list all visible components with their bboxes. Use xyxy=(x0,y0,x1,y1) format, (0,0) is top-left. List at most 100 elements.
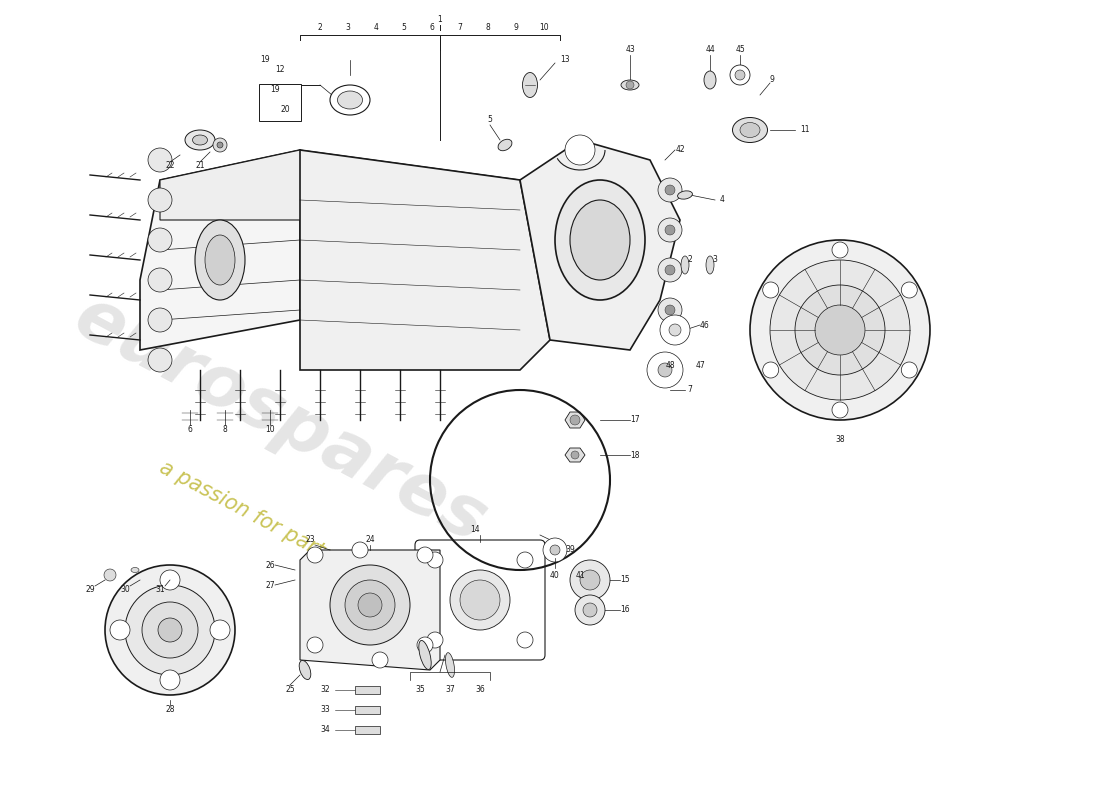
Text: 18: 18 xyxy=(630,450,639,459)
Ellipse shape xyxy=(131,567,139,573)
Text: 42: 42 xyxy=(675,146,685,154)
Circle shape xyxy=(901,362,917,378)
Text: 2: 2 xyxy=(318,22,322,31)
Text: 30: 30 xyxy=(120,586,130,594)
Circle shape xyxy=(148,228,172,252)
Circle shape xyxy=(832,242,848,258)
Text: 24: 24 xyxy=(365,535,375,545)
Circle shape xyxy=(110,620,130,640)
Circle shape xyxy=(762,362,779,378)
Circle shape xyxy=(666,225,675,235)
Circle shape xyxy=(571,451,579,459)
Text: 43: 43 xyxy=(625,46,635,54)
Bar xyxy=(355,686,380,694)
Text: 17: 17 xyxy=(630,415,639,425)
Ellipse shape xyxy=(330,85,370,115)
Ellipse shape xyxy=(706,256,714,274)
Circle shape xyxy=(148,348,172,372)
Circle shape xyxy=(125,585,214,675)
Circle shape xyxy=(658,363,672,377)
Text: 44: 44 xyxy=(705,46,715,54)
Circle shape xyxy=(417,547,433,563)
Circle shape xyxy=(417,637,433,653)
Circle shape xyxy=(543,538,566,562)
Circle shape xyxy=(148,268,172,292)
Text: 35: 35 xyxy=(415,686,425,694)
Text: 15: 15 xyxy=(620,575,629,585)
Polygon shape xyxy=(520,140,680,350)
Text: 10: 10 xyxy=(539,22,549,31)
Text: 38: 38 xyxy=(835,435,845,445)
Text: 45: 45 xyxy=(735,46,745,54)
Circle shape xyxy=(160,570,180,590)
Circle shape xyxy=(580,570,600,590)
Polygon shape xyxy=(565,412,585,428)
Text: 4: 4 xyxy=(374,22,378,31)
Text: 11: 11 xyxy=(800,126,810,134)
Text: 26: 26 xyxy=(265,561,275,570)
Circle shape xyxy=(583,603,597,617)
Ellipse shape xyxy=(740,122,760,138)
Circle shape xyxy=(104,565,235,695)
Circle shape xyxy=(450,570,510,630)
Circle shape xyxy=(148,148,172,172)
Circle shape xyxy=(358,593,382,617)
Polygon shape xyxy=(565,448,585,462)
Text: 25: 25 xyxy=(285,686,295,694)
Bar xyxy=(355,706,380,714)
Circle shape xyxy=(575,595,605,625)
Polygon shape xyxy=(160,150,520,220)
Circle shape xyxy=(658,218,682,242)
Circle shape xyxy=(345,580,395,630)
Text: 47: 47 xyxy=(695,361,705,370)
Text: 19: 19 xyxy=(271,86,279,94)
Text: 2: 2 xyxy=(688,255,692,265)
Ellipse shape xyxy=(299,661,311,679)
Ellipse shape xyxy=(570,200,630,280)
Polygon shape xyxy=(300,550,440,670)
Circle shape xyxy=(517,632,534,648)
Text: a passion for parts since 1985: a passion for parts since 1985 xyxy=(156,458,443,622)
Circle shape xyxy=(730,65,750,85)
Text: 8: 8 xyxy=(485,22,491,31)
Circle shape xyxy=(330,565,410,645)
Ellipse shape xyxy=(704,71,716,89)
Ellipse shape xyxy=(338,91,363,109)
Circle shape xyxy=(750,240,930,420)
Text: 32: 32 xyxy=(320,686,330,694)
Ellipse shape xyxy=(195,220,245,300)
Ellipse shape xyxy=(678,191,692,199)
Circle shape xyxy=(815,305,865,355)
Text: 37: 37 xyxy=(446,686,455,694)
Text: 20: 20 xyxy=(280,106,289,114)
Text: 6: 6 xyxy=(430,22,434,31)
FancyBboxPatch shape xyxy=(258,84,301,121)
Text: eurospares: eurospares xyxy=(63,282,498,558)
Circle shape xyxy=(658,298,682,322)
Ellipse shape xyxy=(185,130,214,150)
Text: 16: 16 xyxy=(620,606,629,614)
Circle shape xyxy=(565,135,595,165)
Text: 6: 6 xyxy=(188,426,192,434)
Bar xyxy=(355,726,380,734)
Circle shape xyxy=(307,637,323,653)
Circle shape xyxy=(517,552,534,568)
Text: 3: 3 xyxy=(345,22,351,31)
FancyBboxPatch shape xyxy=(415,540,544,660)
Circle shape xyxy=(427,632,443,648)
Text: 46: 46 xyxy=(700,321,710,330)
Ellipse shape xyxy=(192,135,208,145)
Text: 27: 27 xyxy=(265,581,275,590)
Text: 19: 19 xyxy=(260,55,270,65)
Text: 5: 5 xyxy=(402,22,406,31)
Text: 14: 14 xyxy=(470,526,480,534)
Ellipse shape xyxy=(205,235,235,285)
Circle shape xyxy=(660,315,690,345)
Circle shape xyxy=(762,282,779,298)
Circle shape xyxy=(427,552,443,568)
Circle shape xyxy=(647,352,683,388)
Text: 7: 7 xyxy=(688,386,692,394)
Circle shape xyxy=(307,547,323,563)
Circle shape xyxy=(217,142,223,148)
Circle shape xyxy=(570,415,580,425)
